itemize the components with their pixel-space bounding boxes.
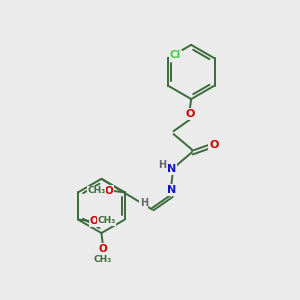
Text: O: O <box>98 244 107 254</box>
Text: N: N <box>167 164 176 174</box>
Text: O: O <box>90 216 98 226</box>
Text: H: H <box>158 160 166 170</box>
Text: CH₃: CH₃ <box>98 217 116 226</box>
Text: O: O <box>209 140 219 150</box>
Text: O: O <box>185 110 194 119</box>
Text: H: H <box>140 198 148 208</box>
Text: O: O <box>104 186 113 196</box>
Text: CH₃: CH₃ <box>94 255 112 264</box>
Text: Cl: Cl <box>169 50 181 61</box>
Text: CH₃: CH₃ <box>87 186 105 195</box>
Text: N: N <box>167 185 176 195</box>
